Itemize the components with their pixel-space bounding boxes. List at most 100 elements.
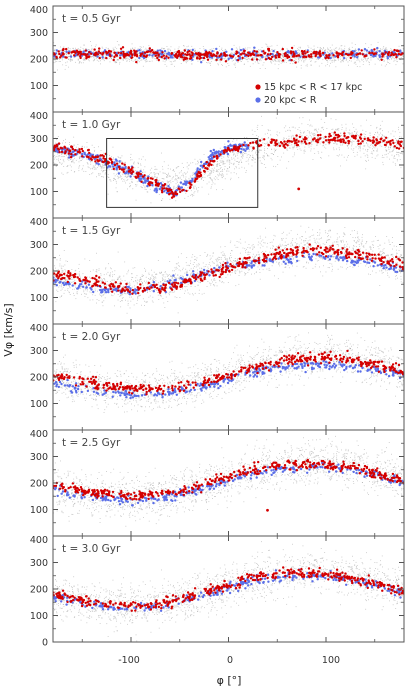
data-point bbox=[146, 50, 149, 54]
background-star bbox=[335, 47, 336, 49]
background-star bbox=[192, 173, 194, 175]
background-star bbox=[341, 135, 342, 136]
data-point bbox=[267, 49, 271, 52]
background-star bbox=[75, 146, 77, 148]
background-star bbox=[393, 141, 394, 142]
background-star bbox=[162, 166, 163, 168]
background-star bbox=[315, 61, 317, 63]
background-star bbox=[345, 123, 347, 125]
background-star bbox=[396, 61, 398, 63]
background-star bbox=[93, 166, 95, 168]
background-star bbox=[353, 52, 355, 54]
background-star bbox=[389, 63, 391, 64]
background-star bbox=[385, 55, 387, 57]
background-star bbox=[226, 161, 228, 163]
background-star bbox=[231, 158, 233, 160]
background-star bbox=[222, 169, 223, 170]
background-star bbox=[169, 61, 171, 63]
data-point bbox=[191, 179, 194, 182]
background-star bbox=[140, 168, 142, 170]
background-star bbox=[348, 64, 349, 66]
background-star bbox=[375, 51, 377, 52]
background-star bbox=[349, 129, 351, 131]
background-star bbox=[346, 59, 348, 60]
data-point bbox=[127, 172, 130, 175]
data-point bbox=[324, 139, 328, 142]
background-star bbox=[67, 157, 69, 159]
background-star bbox=[227, 156, 229, 158]
background-star bbox=[141, 186, 143, 188]
background-star bbox=[127, 176, 129, 177]
background-star bbox=[293, 126, 294, 128]
background-star bbox=[222, 170, 224, 172]
background-star bbox=[234, 58, 236, 60]
background-star bbox=[126, 180, 128, 181]
data-point bbox=[264, 58, 268, 61]
background-star bbox=[278, 143, 280, 145]
background-star bbox=[357, 135, 359, 137]
background-star bbox=[299, 134, 301, 135]
background-star bbox=[61, 156, 63, 157]
background-star bbox=[68, 53, 70, 55]
background-star bbox=[219, 172, 220, 174]
background-star bbox=[112, 146, 114, 148]
background-star bbox=[384, 48, 386, 50]
background-star bbox=[325, 147, 327, 149]
background-star bbox=[84, 59, 85, 60]
background-star bbox=[140, 50, 142, 52]
background-star bbox=[93, 51, 95, 52]
data-point bbox=[81, 149, 85, 153]
background-star bbox=[299, 54, 301, 56]
background-star bbox=[363, 47, 365, 49]
background-star bbox=[278, 60, 280, 62]
background-star bbox=[252, 60, 254, 62]
background-star bbox=[285, 130, 287, 132]
data-point bbox=[123, 172, 127, 175]
background-star bbox=[262, 139, 263, 141]
background-star bbox=[261, 47, 263, 48]
data-point bbox=[153, 189, 156, 192]
background-star bbox=[365, 43, 367, 45]
background-star bbox=[334, 52, 336, 54]
background-star bbox=[358, 135, 360, 136]
background-star bbox=[398, 56, 399, 58]
data-point bbox=[281, 59, 285, 62]
background-star bbox=[95, 168, 97, 170]
data-point bbox=[297, 140, 300, 143]
background-star bbox=[284, 59, 286, 61]
data-point bbox=[290, 46, 294, 50]
background-star bbox=[387, 131, 389, 133]
background-star bbox=[358, 146, 360, 148]
background-star bbox=[327, 141, 328, 143]
background-star bbox=[111, 168, 113, 170]
background-star bbox=[66, 49, 68, 51]
background-star bbox=[210, 170, 212, 172]
background-star bbox=[195, 163, 197, 165]
data-point bbox=[184, 57, 187, 61]
background-star bbox=[376, 148, 378, 150]
background-star bbox=[130, 48, 132, 50]
background-star bbox=[352, 123, 353, 125]
background-star bbox=[398, 129, 399, 131]
background-star bbox=[169, 176, 171, 177]
data-point bbox=[71, 50, 75, 54]
background-star bbox=[176, 180, 178, 182]
data-point bbox=[196, 175, 199, 178]
background-star bbox=[162, 172, 164, 174]
data-point bbox=[215, 151, 218, 155]
background-star bbox=[249, 47, 251, 49]
background-star bbox=[348, 155, 349, 156]
background-star bbox=[357, 50, 359, 52]
background-star bbox=[364, 145, 366, 147]
background-star bbox=[220, 161, 222, 163]
data-point bbox=[143, 177, 146, 180]
data-point bbox=[284, 54, 287, 58]
background-star bbox=[192, 162, 194, 164]
background-star bbox=[370, 125, 372, 126]
background-star bbox=[258, 143, 260, 145]
background-star bbox=[64, 154, 65, 155]
background-star bbox=[136, 181, 138, 183]
background-star bbox=[393, 157, 395, 159]
background-star bbox=[61, 153, 63, 155]
